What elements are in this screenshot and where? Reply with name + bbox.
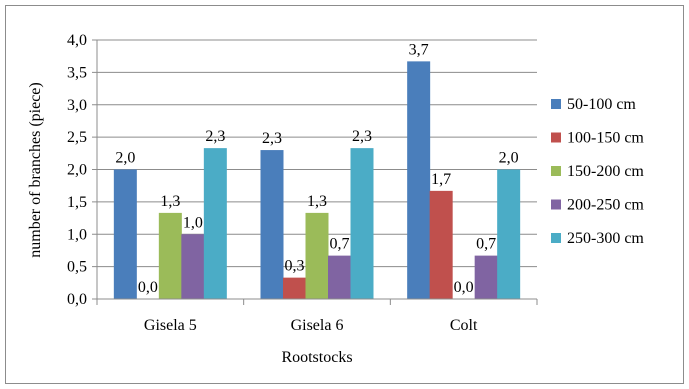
data-label: 0,0	[454, 279, 474, 296]
data-label: 1,3	[307, 193, 327, 210]
legend-entry: 250-300 cm	[567, 230, 644, 247]
data-label: 1,0	[183, 214, 203, 231]
legend-swatch	[551, 166, 561, 176]
y-tick-label: 3,0	[67, 97, 87, 114]
y-tick-label: 1,0	[67, 226, 87, 243]
axes	[92, 39, 538, 305]
bar	[181, 234, 205, 299]
x-tick-label: Gisela 6	[291, 317, 344, 334]
legend-entry: 100-150 cm	[567, 130, 644, 147]
y-tick-label: 1,5	[67, 194, 87, 211]
bar	[158, 212, 182, 299]
legend-entry: 200-250 cm	[567, 197, 644, 214]
bar	[497, 169, 521, 299]
y-axis-title: number of branches (piece)	[27, 82, 44, 257]
bar	[113, 169, 137, 299]
bar	[350, 148, 374, 299]
data-label: 2,0	[115, 150, 135, 167]
legend-swatch	[551, 199, 561, 210]
x-axis-title: Rootstocks	[281, 349, 352, 366]
y-tick-labels: 0,0 0,5 1,0 1,5 2,0 2,5 3,0 3,5 4,0	[67, 32, 87, 308]
bar	[203, 148, 227, 299]
y-tick-label: 3,5	[67, 64, 87, 81]
y-tick-label: 0,0	[67, 291, 87, 308]
data-label: 2,3	[205, 128, 225, 145]
x-tick-labels: Gisela 5 Gisela 6 Colt	[144, 317, 478, 334]
bar	[328, 255, 351, 299]
data-label: 2,3	[262, 130, 282, 147]
bar	[407, 61, 431, 300]
bar	[260, 150, 284, 299]
legend-entry: 50-100 cm	[567, 96, 636, 113]
data-label: 0,7	[330, 236, 350, 253]
legend-swatch	[551, 132, 561, 143]
data-label: 1,7	[431, 171, 451, 188]
y-tick-label: 2,0	[67, 162, 87, 179]
bar	[429, 190, 453, 299]
legend: 50-100 cm 100-150 cm 150-200 cm 200-250 cm 2…	[551, 96, 644, 247]
bar	[283, 277, 306, 299]
bars	[113, 61, 521, 300]
y-tick-label: 2,5	[67, 129, 87, 146]
data-label: 2,3	[352, 128, 372, 145]
data-label: 0,7	[476, 236, 496, 253]
data-label: 0,0	[138, 279, 158, 296]
x-tick-label: Colt	[450, 317, 478, 334]
data-labels: 2,00,01,31,02,3 2,30,31,30,72,33,71,70,00…	[115, 41, 518, 296]
legend-swatch	[551, 233, 561, 243]
chart-border	[5, 5, 684, 384]
data-label: 3,7	[409, 41, 429, 58]
x-tick-label: Gisela 5	[144, 317, 197, 334]
bar	[474, 255, 498, 299]
data-label: 0,3	[285, 258, 305, 275]
y-tick-label: 4,0	[67, 32, 87, 49]
bar	[305, 212, 329, 299]
legend-swatch	[551, 99, 561, 109]
legend-entry: 150-200 cm	[567, 163, 644, 180]
y-tick-label: 0,5	[67, 259, 87, 276]
data-label: 2,0	[499, 150, 519, 167]
data-label: 1,3	[160, 193, 180, 210]
